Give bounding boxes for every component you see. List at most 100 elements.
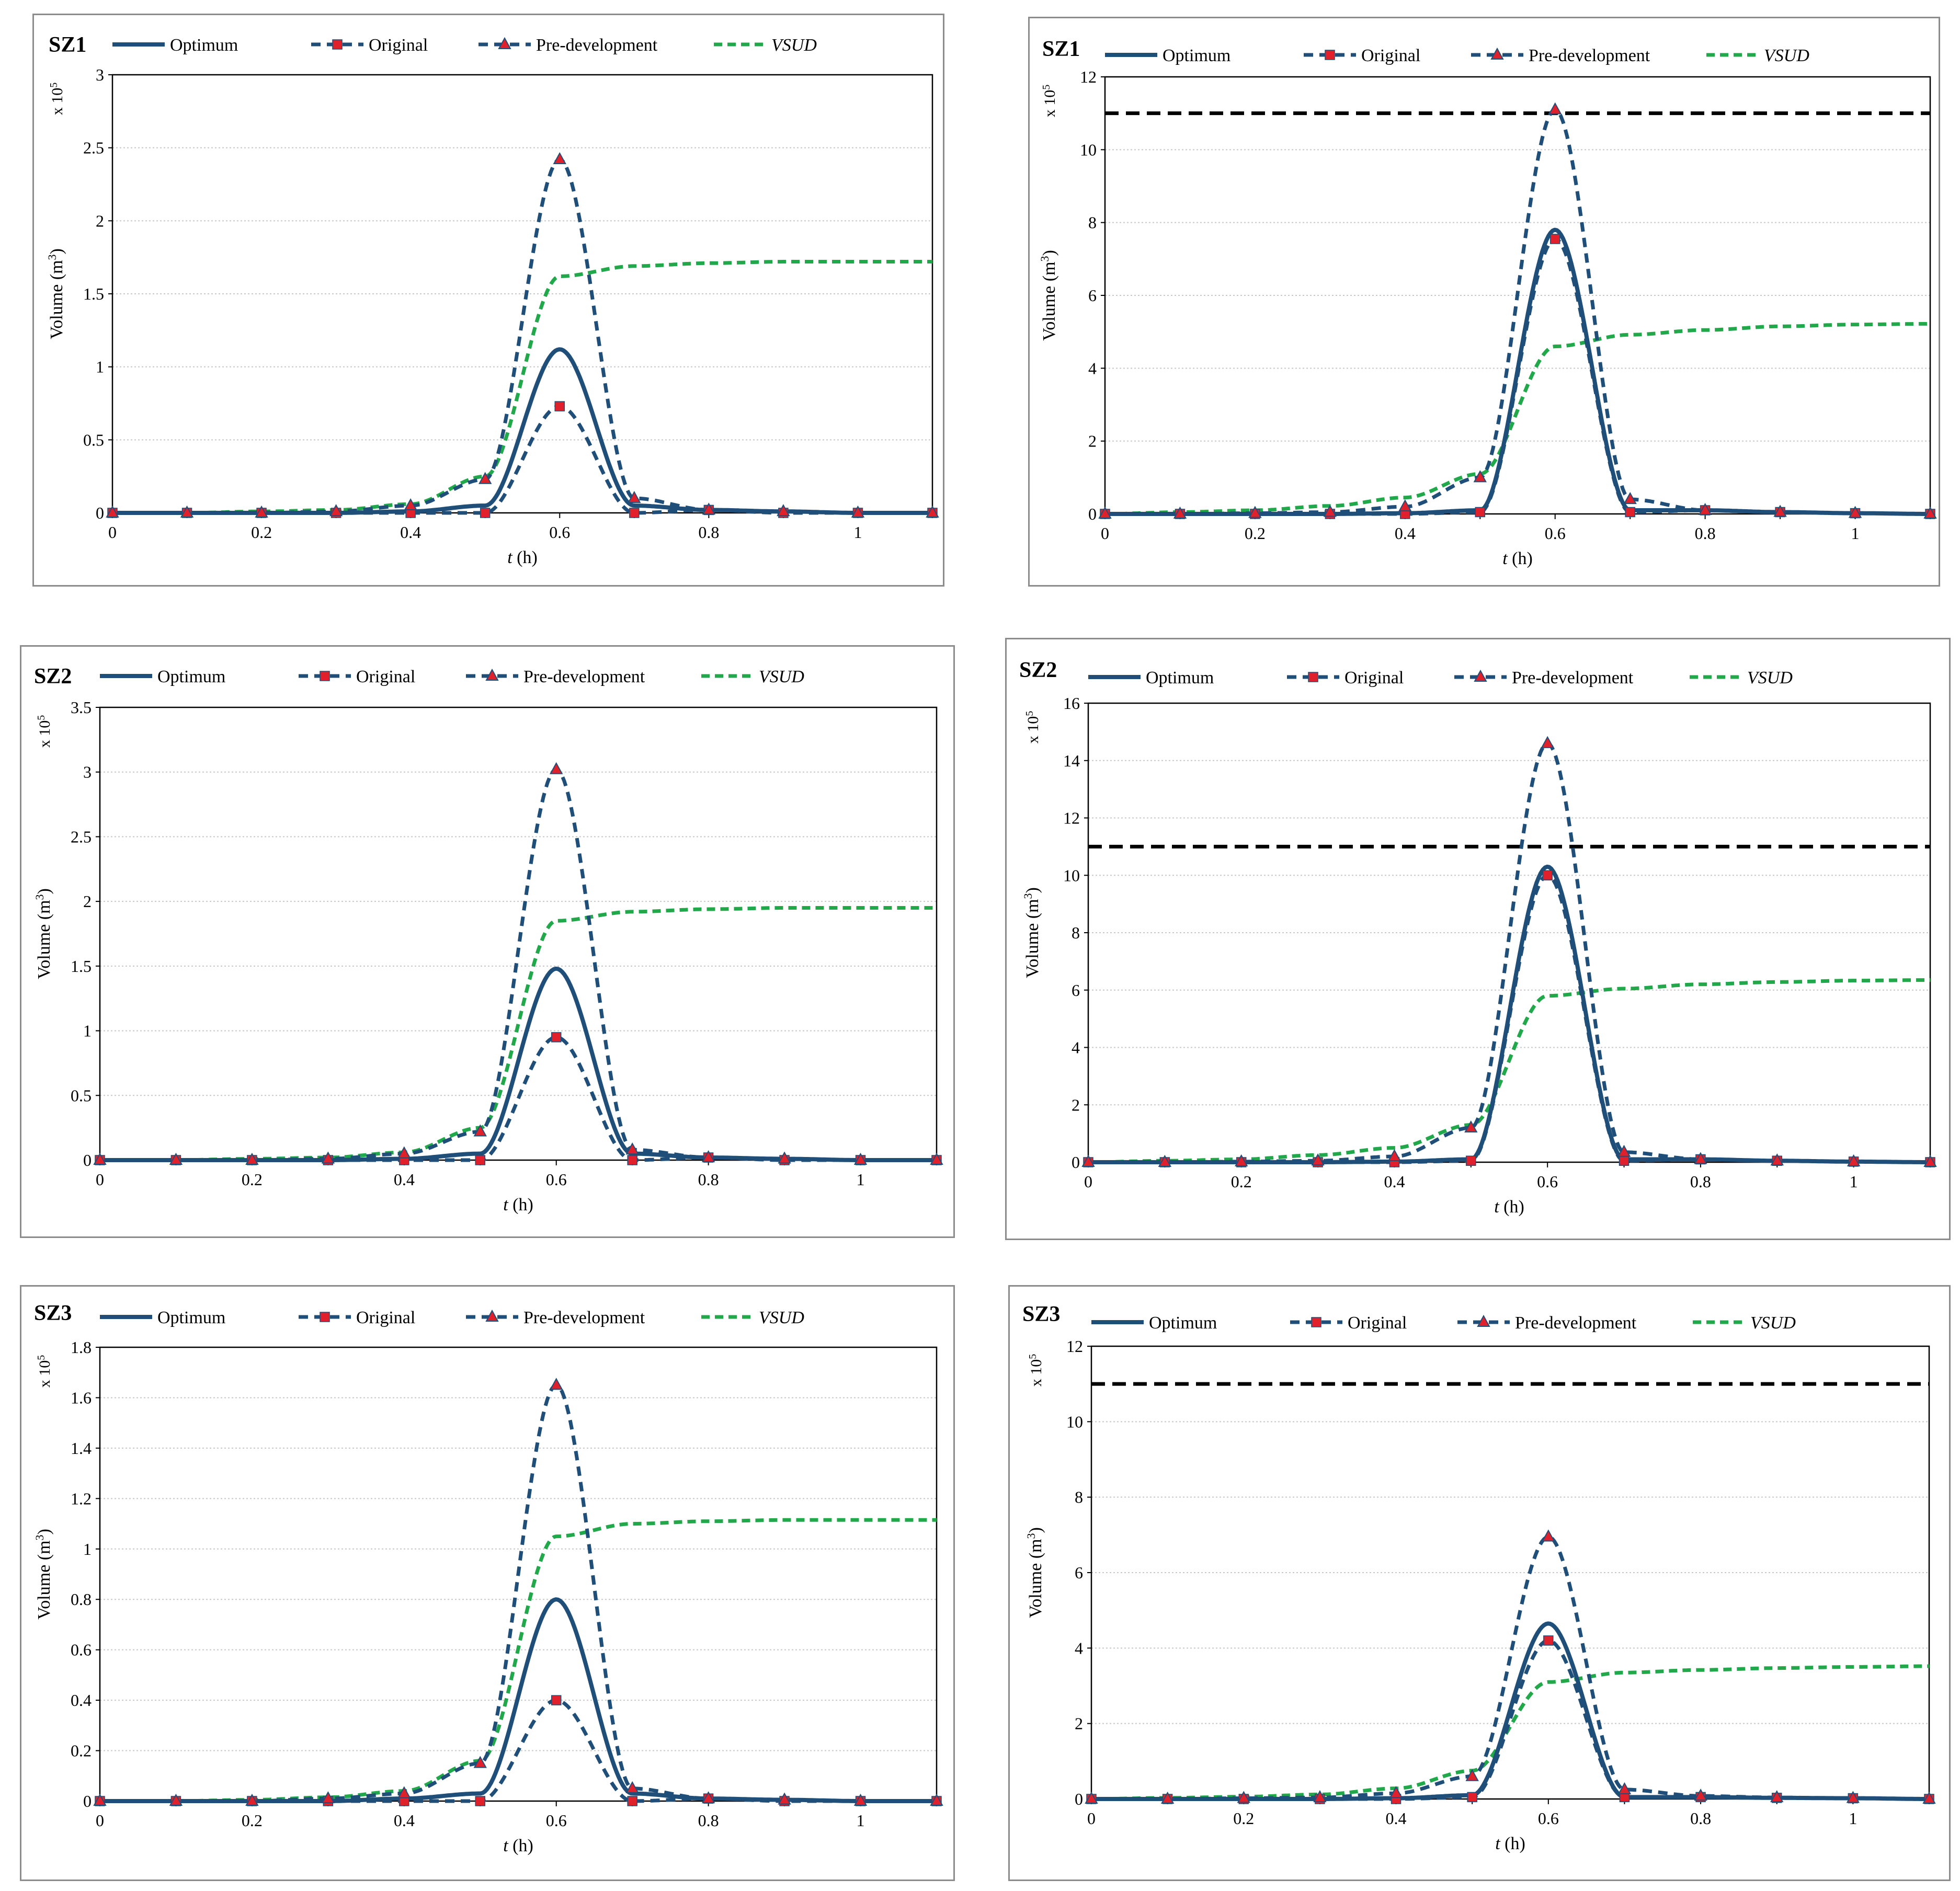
- legend-label-vsud: VSUD: [1764, 46, 1809, 65]
- y-axis-label: Volume (m3): [33, 888, 54, 979]
- x-tick-label: 0: [96, 1811, 104, 1830]
- x-axis-label: t (h): [1495, 1834, 1525, 1853]
- legend-label-predev: Pre-development: [1529, 46, 1650, 65]
- marker-predev: [1770, 1790, 1784, 1803]
- x-tick-label: 0.4: [394, 1811, 415, 1830]
- legend-marker-original: [1325, 50, 1335, 60]
- marker-original: [480, 508, 491, 518]
- marker-predev: [473, 1124, 487, 1137]
- x-tick-label: 0.6: [1545, 524, 1566, 543]
- y-tick-label: 12: [1063, 809, 1080, 828]
- x-tick-label: 0.8: [698, 1811, 719, 1830]
- marker-predev: [1248, 506, 1262, 518]
- legend-marker-predev: [498, 37, 511, 49]
- series-line-optimum: [1088, 864, 1930, 1164]
- panel-label: SZ2: [34, 664, 72, 689]
- marker-original: [627, 1155, 637, 1165]
- y-tick-label: 2: [1075, 1714, 1083, 1733]
- plot-frame: [1087, 702, 1931, 1163]
- y-axis-label: Volume (m3): [1024, 1527, 1045, 1618]
- panel-label: SZ3: [34, 1301, 72, 1325]
- x-tick-label: 0.8: [1690, 1809, 1711, 1828]
- series-line-optimum: [1104, 227, 1931, 516]
- x-tick-label: 0.4: [1386, 1809, 1407, 1828]
- marker-predev: [930, 1152, 943, 1165]
- y-tick-label: 0.2: [71, 1741, 92, 1760]
- marker-predev: [777, 504, 790, 517]
- marker-predev: [851, 505, 865, 518]
- y-tick-label: 0: [96, 503, 104, 522]
- x-tick-label: 0.6: [546, 1811, 567, 1830]
- legend-marker-predev: [1477, 1314, 1490, 1327]
- marker-predev: [397, 1146, 411, 1159]
- x-tick-label: 0.2: [1245, 524, 1266, 543]
- marker-predev: [1773, 505, 1787, 517]
- y-tick-label: 8: [1088, 213, 1097, 232]
- series-line-vsud: [100, 906, 937, 1162]
- series-line-optimum: [100, 1597, 937, 1803]
- multiplier-label: x 105: [48, 83, 66, 116]
- legend-label-predev: Pre-development: [523, 667, 645, 686]
- series-line-pre-development: [1091, 1535, 1929, 1801]
- x-tick-label: 0.2: [242, 1170, 263, 1189]
- legend-label-vsud: VSUD: [1747, 668, 1793, 687]
- marker-original: [1475, 507, 1486, 518]
- marker-predev: [1847, 1154, 1861, 1166]
- marker-predev: [329, 504, 343, 517]
- y-tick-label: 8: [1075, 1488, 1083, 1507]
- marker-predev: [245, 1793, 259, 1806]
- marker-original: [627, 1796, 637, 1806]
- marker-original: [629, 508, 640, 518]
- marker-predev: [1846, 1791, 1860, 1803]
- marker-predev: [93, 1793, 107, 1806]
- chart-svg: SZ1 0 2 4 6 8 10 12 0 0.2 0.4 0.6 0.8 1 t (h) Volume (m…: [1038, 37, 1937, 568]
- marker-predev: [625, 1781, 639, 1793]
- marker-predev: [245, 1152, 259, 1165]
- legend-label-original: Original: [356, 667, 415, 686]
- marker-predev: [628, 490, 641, 503]
- panel-label: SZ2: [1019, 658, 1057, 682]
- x-tick-label: 0.2: [242, 1811, 263, 1830]
- marker-predev: [926, 505, 939, 518]
- marker-predev: [404, 498, 417, 511]
- y-axis-label: Volume (m3): [45, 248, 66, 339]
- y-tick-label: 1: [83, 1022, 92, 1040]
- marker-predev: [1464, 1120, 1478, 1133]
- marker-predev: [169, 1793, 183, 1806]
- y-tick-label: 1: [83, 1540, 92, 1558]
- series-line-vsud: [1088, 978, 1930, 1164]
- legend-label-vsud: VSUD: [1750, 1313, 1796, 1333]
- marker-predev: [106, 505, 119, 518]
- marker-predev: [169, 1152, 183, 1165]
- series-line-vsud: [100, 1518, 937, 1803]
- chart-svg: SZ2 0 0.5 1 1.5 2 2.5 3 3.5 0 0.2 0.4 0.6 0.8 1 t (h) Vo…: [33, 664, 943, 1214]
- series-line-vsud: [1105, 322, 1930, 516]
- marker-predev: [1548, 102, 1562, 114]
- multiplier-label: x 105: [1041, 85, 1058, 118]
- plot-frame: [99, 706, 938, 1161]
- y-tick-label: 4: [1075, 1638, 1083, 1657]
- marker-predev: [93, 1152, 107, 1165]
- marker-original: [1466, 1155, 1476, 1166]
- x-tick-label: 0.4: [1395, 524, 1416, 543]
- marker-predev: [853, 1793, 868, 1806]
- marker-predev: [1617, 1144, 1631, 1157]
- y-tick-label: 1: [96, 358, 104, 376]
- legend-label-original: Original: [356, 1308, 415, 1327]
- legend-label-vsud: VSUD: [759, 667, 804, 686]
- marker-predev: [1542, 1529, 1555, 1542]
- y-tick-label: 16: [1063, 694, 1080, 713]
- y-tick-label: 1.8: [71, 1338, 92, 1357]
- marker-predev: [397, 1786, 411, 1798]
- panel-label: SZ1: [1042, 37, 1080, 61]
- y-tick-label: 1.2: [71, 1489, 92, 1508]
- marker-predev: [1398, 499, 1412, 512]
- x-tick-label: 1: [1849, 1809, 1857, 1828]
- marker-original: [1542, 870, 1553, 880]
- legend-label-predev: Pre-development: [523, 1308, 645, 1327]
- y-tick-label: 12: [1066, 1337, 1083, 1356]
- x-axis-label: t (h): [1502, 549, 1533, 568]
- y-tick-label: 2.5: [83, 139, 104, 157]
- y-tick-label: 1.5: [83, 284, 104, 303]
- chart-svg: SZ3 0 2 4 6 8 10 12 0 0.2 0.4 0.6 0.8 1 t (h) Volume (m…: [1022, 1302, 1936, 1853]
